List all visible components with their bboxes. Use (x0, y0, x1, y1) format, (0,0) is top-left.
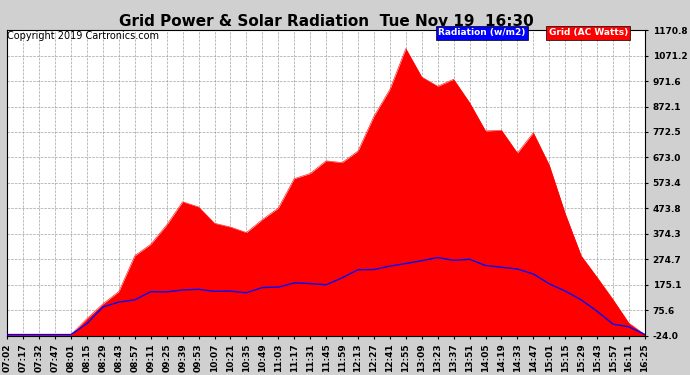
Title: Grid Power & Solar Radiation  Tue Nov 19  16:30: Grid Power & Solar Radiation Tue Nov 19 … (119, 14, 533, 29)
Text: Copyright 2019 Cartronics.com: Copyright 2019 Cartronics.com (7, 32, 159, 41)
Text: Radiation (w/m2): Radiation (w/m2) (438, 28, 526, 38)
Text: Grid (AC Watts): Grid (AC Watts) (549, 28, 628, 38)
